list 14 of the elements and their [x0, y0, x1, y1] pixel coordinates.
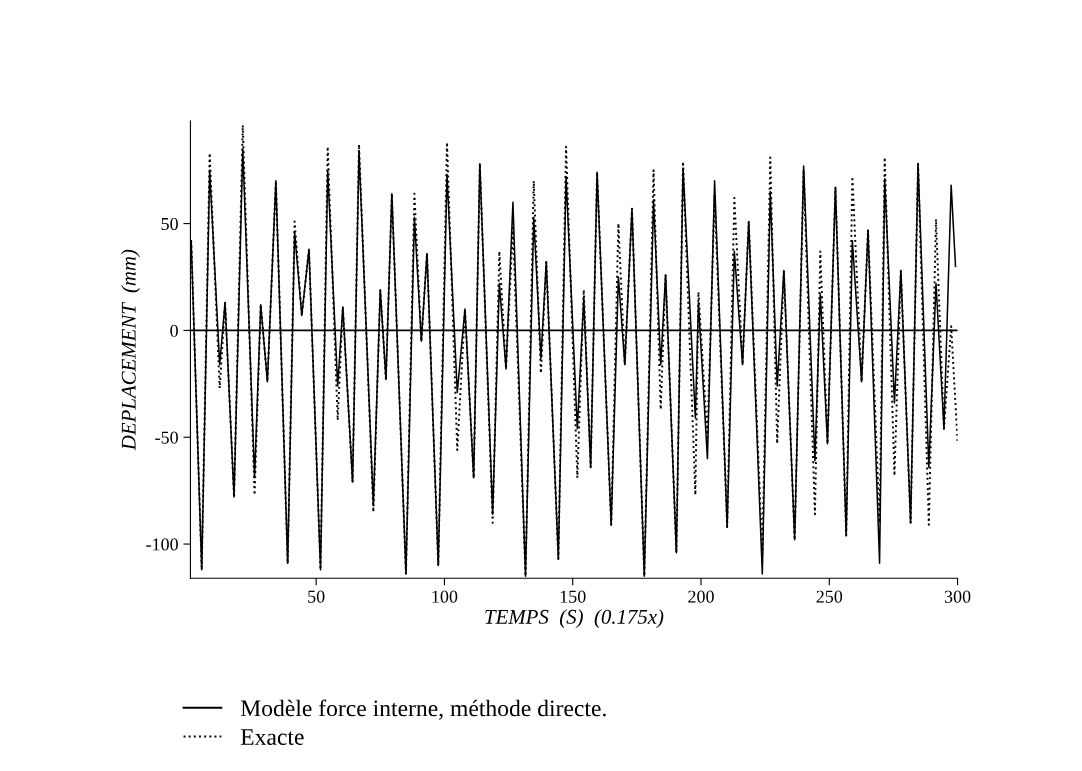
- y-tick-label: 50: [161, 217, 178, 231]
- x-tick-label: 200: [688, 590, 714, 603]
- x-tick-label: 250: [816, 590, 843, 603]
- y-tick-label: 0: [170, 324, 178, 337]
- x-tick-label: 300: [944, 590, 971, 603]
- legend-label: Exacte: [240, 729, 304, 745]
- x-axis-title: TEMPS (S) (0.175x): [485, 609, 664, 629]
- y-tick-label: -50: [155, 431, 178, 444]
- y-tick-label: -100: [146, 538, 178, 551]
- legend-label: Modèle force interne, méthode directe.: [240, 699, 606, 720]
- x-tick-label: 150: [560, 590, 586, 603]
- x-tick-label: 100: [432, 590, 458, 603]
- x-tick-label: 50: [308, 590, 325, 603]
- y-axis-title: DEPLACEMENT (mm): [121, 249, 140, 451]
